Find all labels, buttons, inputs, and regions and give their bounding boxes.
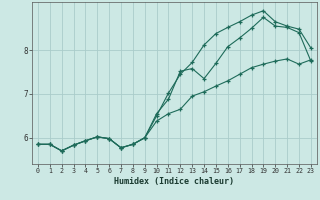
X-axis label: Humidex (Indice chaleur): Humidex (Indice chaleur) [115, 177, 234, 186]
